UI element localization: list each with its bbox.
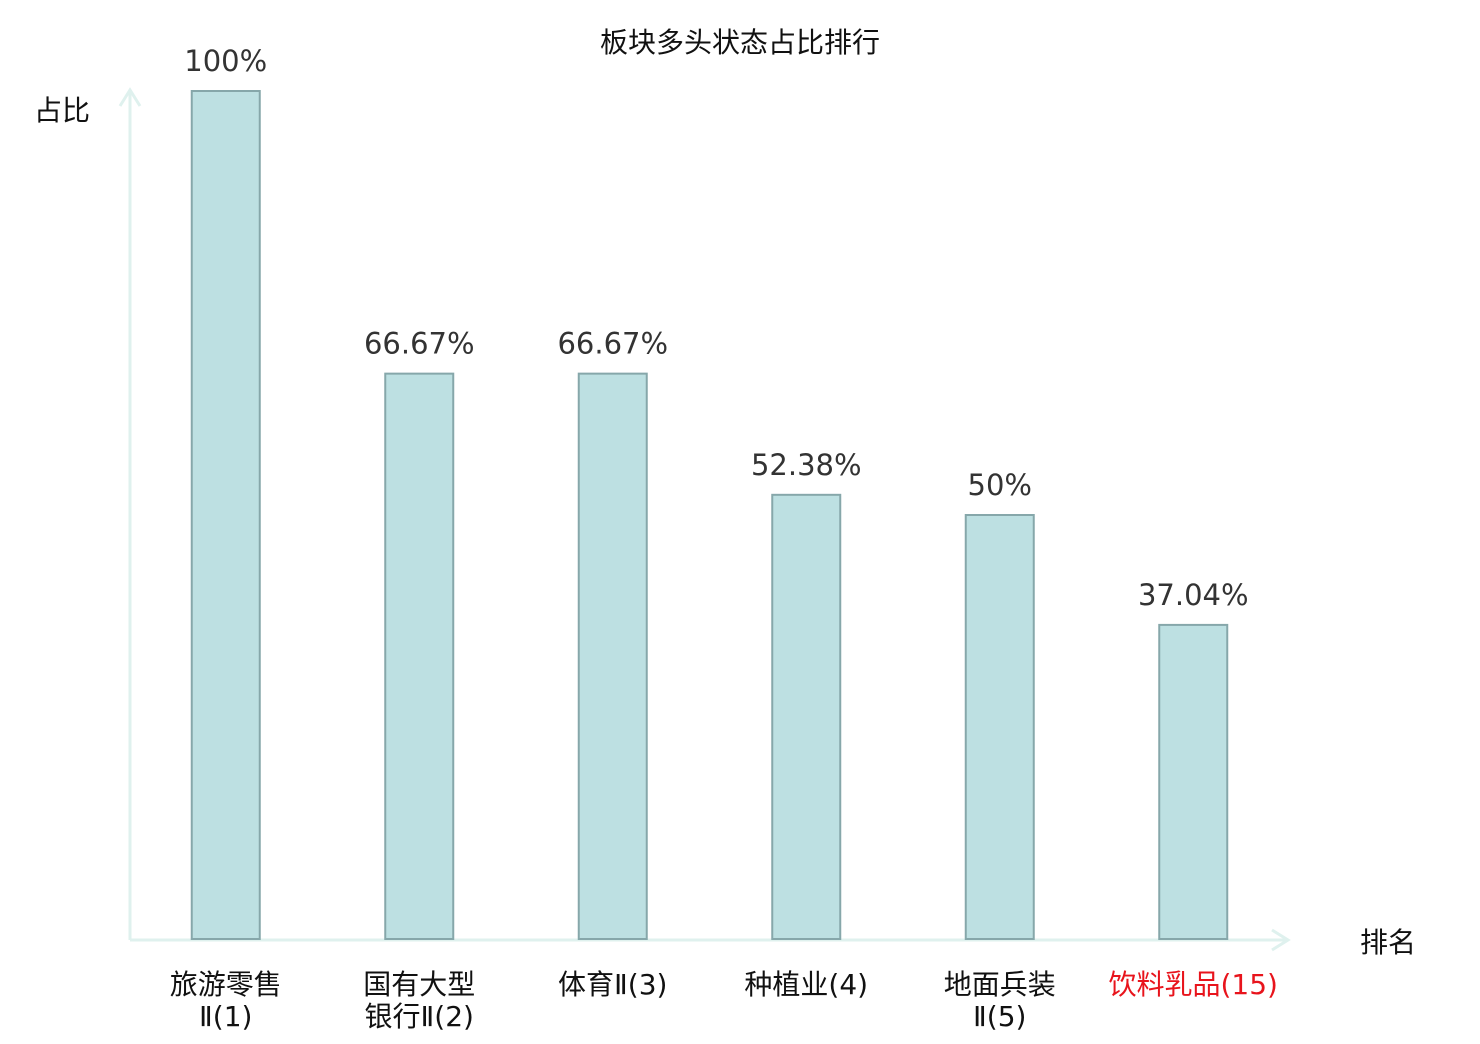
chart-title: 板块多头状态占比排行 [600,26,880,59]
axes [118,87,1291,952]
x-tick-label: 饮料乳品(15) [1109,968,1278,1001]
value-label: 100% [184,44,267,78]
y-axis-label: 占比 [34,94,90,127]
bar [577,372,648,940]
value-label: 50% [968,468,1032,502]
bar [384,372,455,940]
x-tick-label: 地面兵装 Ⅱ(5) [944,968,1056,1033]
x-axis-label: 排名 [1360,926,1416,959]
bar [1158,623,1229,941]
value-label: 52.38% [751,448,862,482]
x-tick-label: 国有大型银行Ⅱ(2) [363,968,475,1033]
bar [771,493,842,940]
value-label: 66.67% [364,327,475,361]
y-axis-arrow [118,87,142,107]
value-label: 66.67% [557,327,668,361]
bar [964,514,1035,940]
x-tick-label: 旅游零售 Ⅱ(1) [170,968,282,1033]
bar [190,90,261,940]
value-label: 37.04% [1138,578,1249,612]
x-tick-label: 体育Ⅱ(3) [558,968,667,1001]
x-tick-label: 种植业(4) [744,968,868,1001]
x-axis-arrow [1271,928,1291,952]
